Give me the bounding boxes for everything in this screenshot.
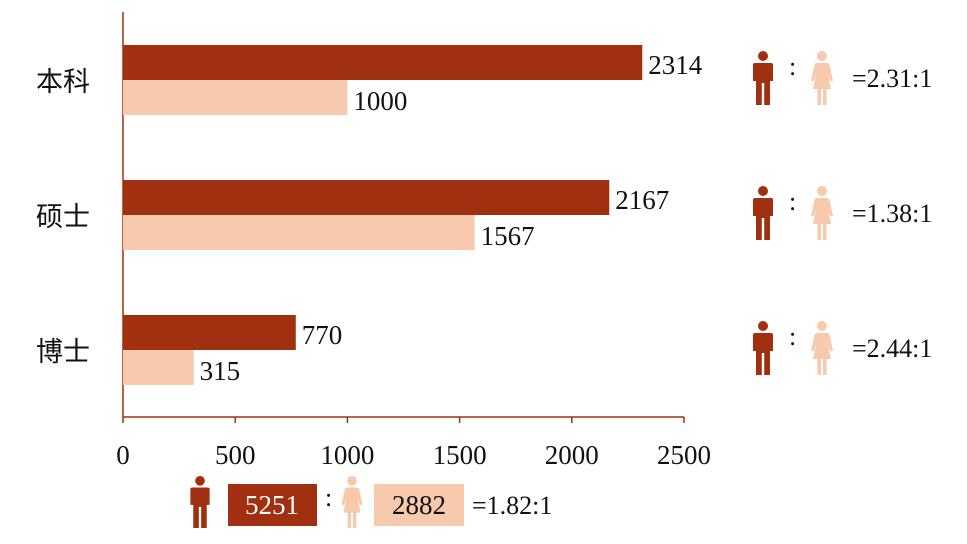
data-label-female: 315 bbox=[200, 356, 241, 386]
total-male-value: 5251 bbox=[245, 490, 299, 520]
bar-male bbox=[123, 180, 610, 215]
total-male-box bbox=[228, 484, 317, 526]
total-ratio: =1.82:1 bbox=[472, 491, 552, 520]
x-tick-label: 2500 bbox=[657, 440, 711, 470]
ratio-colon: : bbox=[789, 187, 796, 216]
total-female-value: 2882 bbox=[392, 490, 446, 520]
data-label-male: 2314 bbox=[648, 50, 703, 80]
female-person-icon bbox=[811, 51, 833, 105]
female-person-icon bbox=[341, 476, 363, 528]
category-label: 博士 bbox=[36, 337, 90, 368]
bar-male bbox=[123, 315, 296, 350]
x-tick-label: 1000 bbox=[320, 440, 374, 470]
ratio-text: =1.38:1 bbox=[852, 199, 932, 228]
category-label: 本科 bbox=[36, 67, 90, 98]
ratio-text: =2.44:1 bbox=[852, 334, 932, 363]
data-label-female: 1000 bbox=[353, 86, 407, 116]
female-person-icon bbox=[811, 321, 833, 375]
x-tick-label: 500 bbox=[215, 440, 256, 470]
data-label-male: 770 bbox=[302, 320, 343, 350]
total-colon: : bbox=[325, 483, 332, 512]
x-tick-label: 0 bbox=[116, 440, 130, 470]
ratio-text: =2.31:1 bbox=[852, 64, 932, 93]
total-female-box bbox=[374, 484, 464, 526]
male-person-icon bbox=[190, 476, 210, 528]
bar-male bbox=[123, 45, 643, 80]
ratio-colon: : bbox=[789, 322, 796, 351]
bar-female bbox=[123, 350, 194, 385]
x-tick-label: 1500 bbox=[433, 440, 487, 470]
male-person-icon bbox=[753, 51, 773, 105]
category-label: 硕士 bbox=[36, 202, 90, 233]
bar-female bbox=[123, 215, 475, 250]
female-person-icon bbox=[811, 186, 833, 240]
data-label-male: 2167 bbox=[615, 185, 669, 215]
male-person-icon bbox=[753, 321, 773, 375]
x-tick-label: 2000 bbox=[545, 440, 599, 470]
male-person-icon bbox=[753, 186, 773, 240]
data-label-female: 1567 bbox=[481, 221, 535, 251]
ratio-colon: : bbox=[789, 52, 796, 81]
bar-female bbox=[123, 80, 348, 115]
